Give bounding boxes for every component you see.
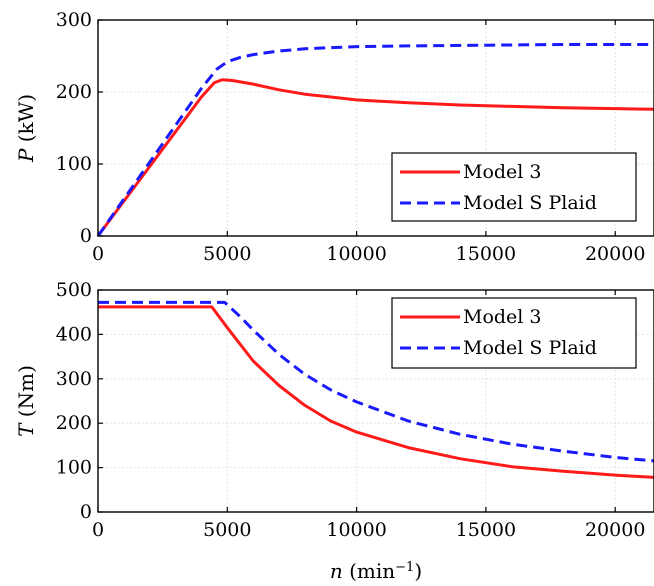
series-line-model-3 <box>96 78 654 237</box>
y-tick-label: 400 <box>56 323 92 345</box>
x-tick-label: 0 <box>92 519 104 541</box>
x-tick-label: 5000 <box>203 519 251 541</box>
torque-panel: 0 5000 10000 15000 20000 0 100 200 300 400 500 T (N… <box>14 279 654 583</box>
legend-label: Model S Plaid <box>463 192 597 214</box>
x-tick-label: 20000 <box>585 519 645 541</box>
y-axis-label: T (Nm) <box>14 365 38 437</box>
plot-frame <box>97 19 654 237</box>
series-line-model-s-plaid <box>96 43 654 237</box>
power-panel: 0 5000 10000 15000 20000 0 100 200 300 P (kW) Mode… <box>14 9 654 265</box>
series-line-model-s-plaid <box>98 300 654 463</box>
y-tick-label: 0 <box>80 501 92 523</box>
x-tick-label: 15000 <box>456 243 516 265</box>
y-tick-label: 0 <box>80 225 92 247</box>
y-tick-label: 300 <box>56 9 92 31</box>
y-axis-label: P (kW) <box>14 94 38 163</box>
y-tick-label: 200 <box>56 412 92 434</box>
y-tick-label: 500 <box>56 279 92 301</box>
y-tick-label: 100 <box>56 153 92 175</box>
y-tick-label: 200 <box>56 81 92 103</box>
series-line-model-3 <box>98 305 654 479</box>
x-axis-label: n (min−1) <box>330 559 422 583</box>
plot-frame <box>97 289 654 513</box>
x-tick-label: 15000 <box>456 519 516 541</box>
y-tick-label: 100 <box>56 457 92 479</box>
x-tick-label: 10000 <box>326 519 386 541</box>
x-tick-label: 5000 <box>203 243 251 265</box>
legend-label: Model S Plaid <box>463 337 597 359</box>
x-tick-label: 10000 <box>326 243 386 265</box>
legend-box <box>391 152 637 222</box>
legend-box <box>391 297 637 369</box>
x-tick-label: 20000 <box>585 243 645 265</box>
legend-label: Model 3 <box>463 306 542 328</box>
x-tick-label: 0 <box>92 243 104 265</box>
legend-label: Model 3 <box>463 161 542 183</box>
y-tick-label: 300 <box>56 368 92 390</box>
